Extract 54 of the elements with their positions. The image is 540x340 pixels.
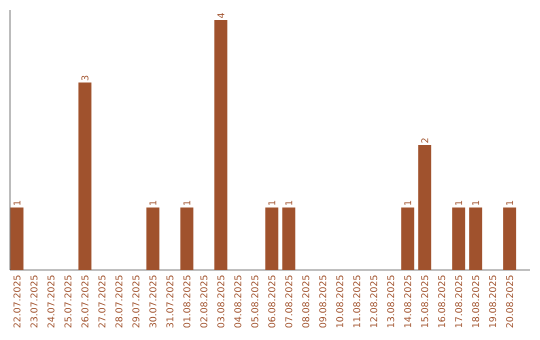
bar [452, 208, 466, 270]
x-tick-label: 17.08.2025 [455, 276, 462, 328]
x-tick-label: 13.08.2025 [387, 276, 394, 328]
data-label: 2 [421, 138, 428, 143]
bar [401, 208, 414, 270]
x-tick-label: 19.08.2025 [489, 276, 496, 328]
x-tick-label: 03.08.2025 [217, 276, 224, 328]
x-tick-label: 16.08.2025 [438, 276, 446, 328]
x-tick-label: 05.08.2025 [251, 276, 258, 328]
bar [469, 208, 482, 270]
data-label: 4 [217, 12, 224, 18]
x-tick-label: 02.08.2025 [200, 276, 208, 328]
x-tick-label: 01.08.2025 [183, 276, 190, 328]
bar [418, 145, 432, 270]
data-label: 1 [14, 200, 20, 205]
x-tick-label: 20.08.2025 [506, 276, 514, 328]
x-tick-label: 11.08.2025 [353, 276, 360, 328]
data-label: 3 [81, 76, 88, 80]
x-tick-label: 12.08.2025 [370, 276, 378, 328]
x-tick-label: 18.08.2025 [472, 276, 480, 328]
x-tick-label: 24.07.2025 [47, 276, 54, 328]
x-tick-label: 09.08.2025 [319, 276, 326, 328]
bar [503, 208, 516, 270]
data-label: 1 [404, 200, 412, 205]
data-label: 1 [285, 200, 292, 205]
x-tick-label: 15.08.2025 [421, 276, 428, 328]
x-tick-label: 22.07.2025 [13, 276, 20, 328]
x-tick-label: 31.07.2025 [166, 276, 174, 328]
bar [265, 208, 278, 270]
x-tick-label: 06.08.2025 [268, 276, 276, 328]
x-tick-label: 28.07.2025 [115, 276, 122, 328]
bar [214, 20, 228, 270]
x-tick-label: 10.08.2025 [336, 276, 344, 328]
bar [146, 208, 160, 270]
data-label: 1 [506, 200, 514, 205]
data-label: 1 [455, 200, 462, 205]
x-tick-label: 07.08.2025 [285, 276, 292, 328]
x-tick-label: 08.08.2025 [302, 276, 310, 328]
bar [78, 82, 92, 270]
data-label: 1 [268, 200, 276, 205]
bar [282, 208, 296, 270]
x-tick-label: 04.08.2025 [234, 276, 242, 328]
bar [180, 208, 194, 270]
data-label: 1 [149, 200, 156, 205]
data-label: 1 [472, 200, 480, 205]
x-tick-label: 29.07.2025 [132, 276, 140, 328]
x-tick-label: 26.07.2025 [81, 276, 88, 328]
x-tick-label: 14.08.2025 [404, 276, 412, 328]
x-tick-label: 27.07.2025 [98, 276, 106, 328]
x-tick-label: 30.07.2025 [149, 276, 156, 328]
x-tick-label: 25.07.2025 [64, 276, 72, 328]
x-tick-label: 23.07.2025 [30, 276, 38, 328]
data-label: 1 [183, 200, 190, 205]
bar [10, 208, 24, 270]
